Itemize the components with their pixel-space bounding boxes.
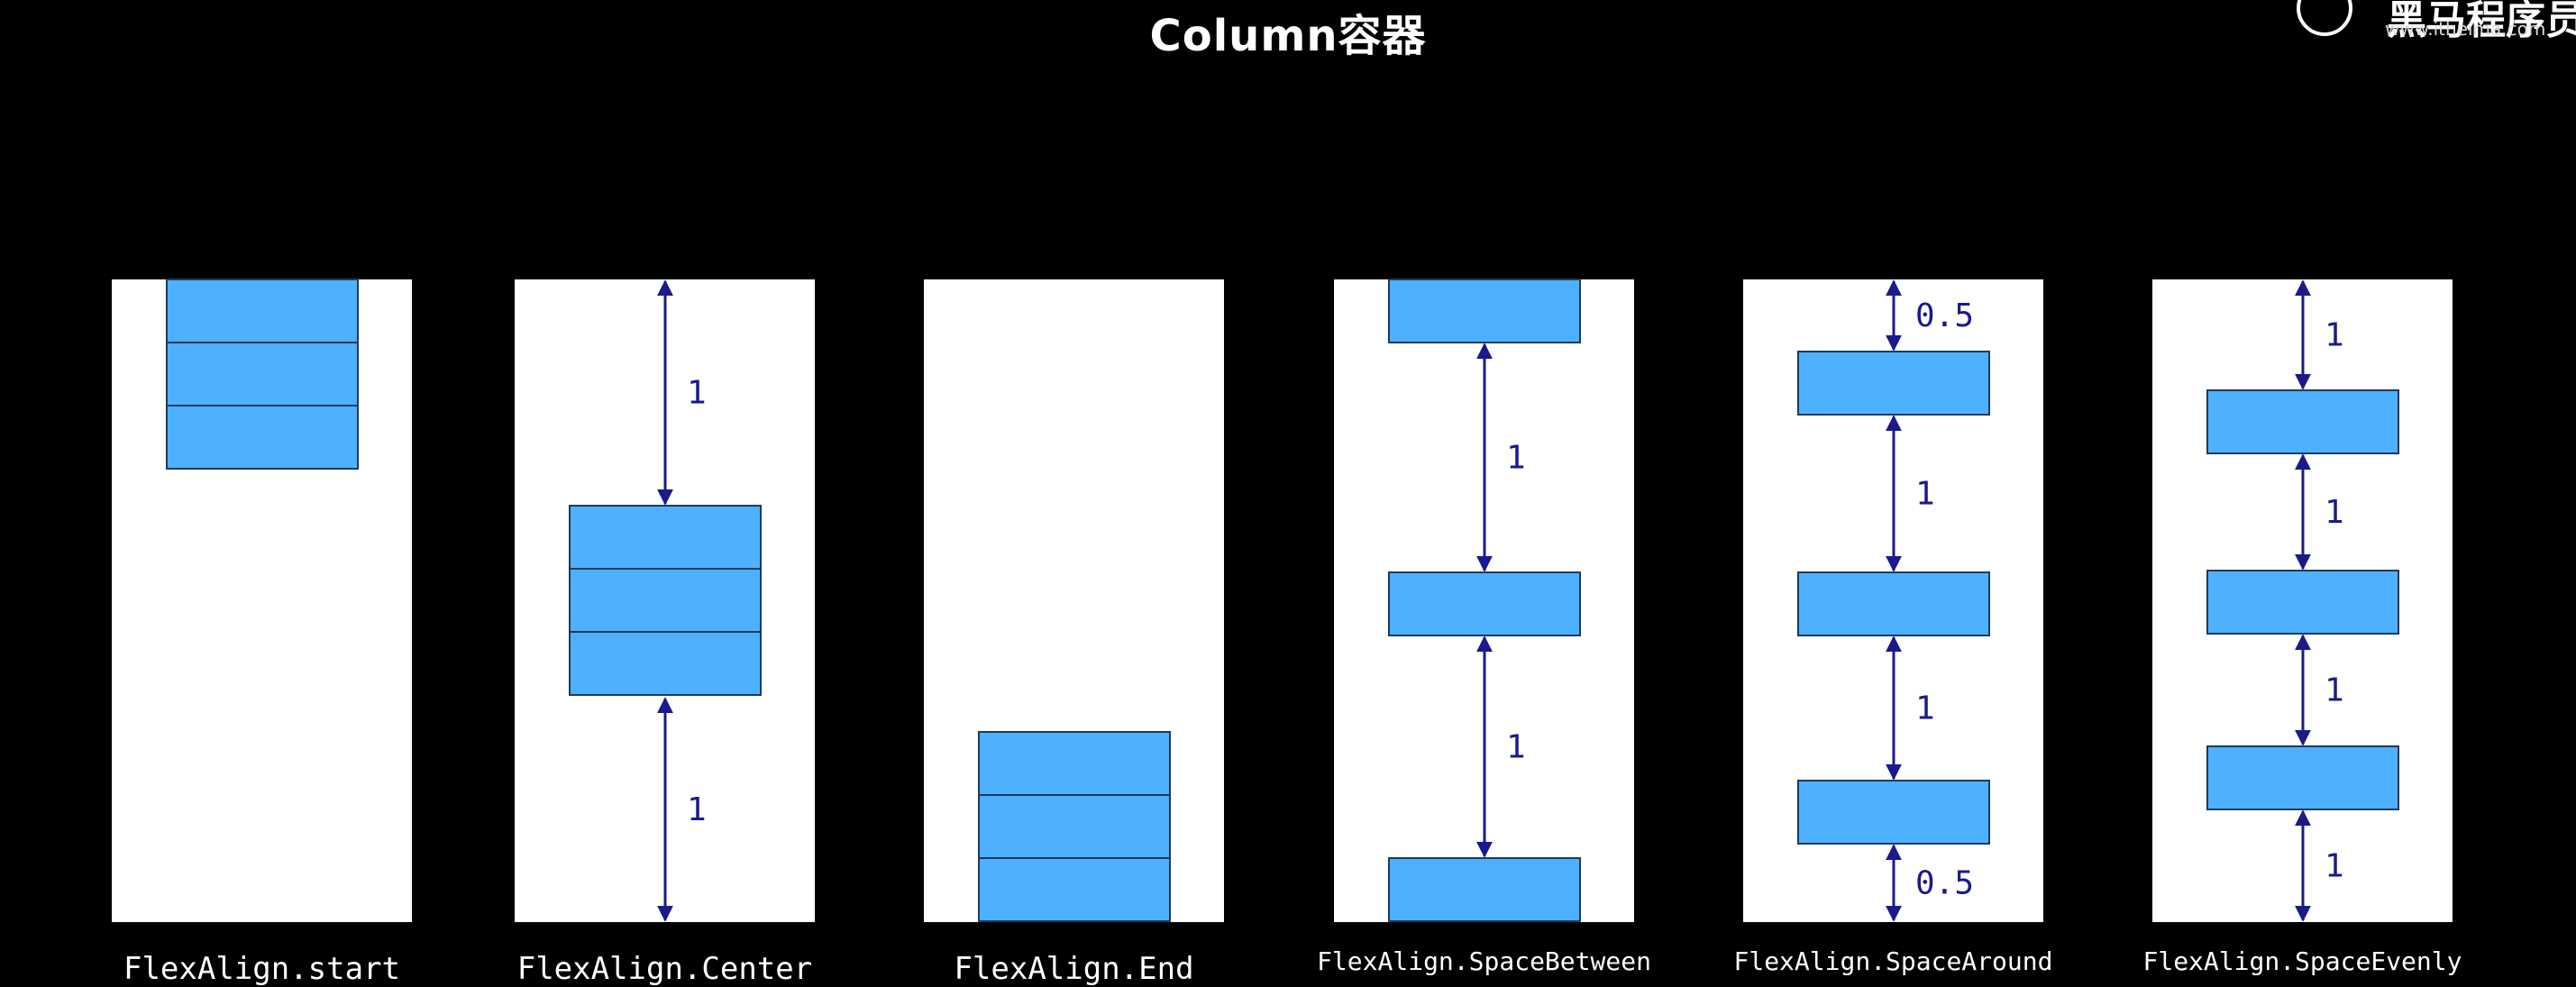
- panel-caption: FlexAlign.Center: [516, 951, 813, 987]
- spacing-label: 0.5: [1915, 865, 1974, 902]
- panel-4: 11: [1334, 279, 1634, 922]
- flex-child-box: [1797, 780, 1990, 845]
- flex-child-box: [1797, 351, 1990, 416]
- panel-1: [112, 279, 412, 922]
- flex-child-box: [978, 857, 1171, 922]
- spacing-label: 0.5: [1915, 297, 1974, 334]
- flex-child-box: [1797, 571, 1990, 636]
- flex-child-box: [2206, 389, 2399, 454]
- spacing-label: 1: [2325, 494, 2344, 531]
- spacing-label: 1: [1506, 729, 1526, 766]
- flex-child-box: [569, 505, 762, 570]
- panel-2: 11: [515, 279, 815, 922]
- spacing-label: 1: [687, 791, 707, 828]
- flex-child-box: [2206, 570, 2399, 635]
- spacing-label: 1: [2325, 317, 2344, 354]
- flex-child-box: [569, 568, 762, 633]
- spacing-label: 1: [1915, 476, 1935, 513]
- spacing-label: 1: [687, 375, 707, 412]
- panel-caption: FlexAlign.SpaceAround: [1733, 946, 2053, 976]
- logo-url: www.itheima.com: [2385, 18, 2546, 40]
- spacing-label: 1: [2325, 672, 2344, 709]
- panel-caption: FlexAlign.SpaceBetween: [1317, 946, 1651, 976]
- spacing-label: 1: [1506, 440, 1526, 477]
- flex-child-box: [166, 405, 359, 470]
- panel-6: 1 1 1 1: [2152, 279, 2453, 922]
- flex-child-box: [1388, 857, 1581, 922]
- flex-child-box: [978, 794, 1171, 859]
- flex-child-box: [2206, 745, 2399, 810]
- panel-3: [924, 279, 1224, 922]
- flex-child-box: [166, 279, 359, 343]
- panel-caption: FlexAlign.start: [123, 951, 401, 987]
- logo-name: 黑马程序员: [2387, 0, 2576, 43]
- flex-child-box: [166, 342, 359, 407]
- spacing-label: 1: [1915, 690, 1935, 727]
- flex-child-box: [1388, 571, 1581, 636]
- flex-child-box: [569, 631, 762, 696]
- panel-caption: FlexAlign.End: [954, 951, 1194, 987]
- panel-caption: FlexAlign.SpaceEvenly: [2142, 946, 2462, 976]
- flex-child-box: [978, 731, 1171, 796]
- spacing-label: 1: [2325, 848, 2344, 885]
- flex-child-box: [1388, 279, 1581, 343]
- page-title: Column容器: [1149, 11, 1427, 61]
- panel-5: 0.5 1 1 0.5: [1743, 279, 2043, 922]
